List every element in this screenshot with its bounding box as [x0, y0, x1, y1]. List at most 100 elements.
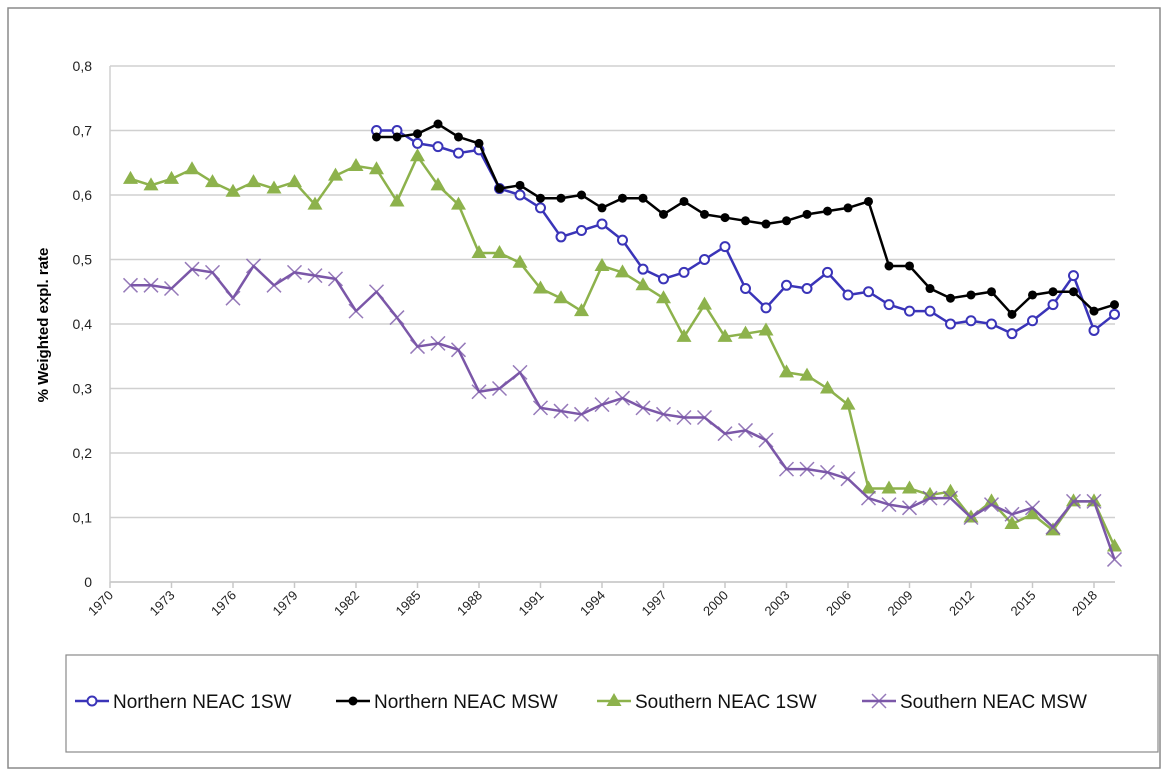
data-point: [392, 132, 402, 142]
data-point: [245, 258, 262, 274]
data-point: [843, 203, 853, 213]
data-point: [1088, 324, 1100, 336]
data-point: [902, 480, 917, 494]
data-point: [536, 193, 545, 203]
y-tick-label: 0,2: [73, 445, 93, 461]
data-point: [738, 325, 753, 339]
data-point: [638, 193, 648, 203]
data-point: [945, 318, 956, 330]
data-point: [553, 403, 569, 419]
data-point: [1069, 287, 1078, 297]
data-point: [697, 296, 712, 310]
data-point: [1028, 290, 1037, 300]
legend-label: Northern NEAC MSW: [374, 692, 558, 713]
data-point: [883, 299, 895, 311]
data-point: [368, 284, 385, 300]
data-point: [328, 167, 343, 181]
data-point: [123, 170, 138, 184]
y-tick-label: 0,1: [73, 510, 93, 526]
data-point: [679, 196, 689, 206]
data-point: [225, 183, 241, 197]
y-tick-label: 0,8: [73, 58, 93, 74]
data-point: [717, 426, 733, 442]
data-point: [122, 277, 139, 293]
data-point: [597, 203, 607, 213]
data-point: [372, 132, 381, 142]
data-point: [740, 283, 751, 295]
data-point: [760, 302, 772, 314]
data-point: [451, 196, 466, 210]
data-point: [163, 280, 180, 297]
data-point: [1004, 515, 1020, 529]
data-point: [617, 234, 628, 246]
data-point: [737, 422, 754, 438]
data-point: [656, 290, 671, 304]
data-point: [164, 170, 179, 184]
data-point: [965, 315, 977, 327]
data-point: [573, 406, 590, 422]
data-point: [246, 174, 261, 188]
data-point: [925, 284, 935, 294]
data-point: [389, 310, 405, 326]
data-point: [986, 318, 997, 330]
data-point: [966, 290, 976, 300]
y-tick-label: 0,3: [73, 381, 93, 397]
data-point: [1110, 300, 1119, 310]
data-point: [1089, 306, 1099, 316]
data-point: [225, 290, 241, 306]
data-point: [1066, 493, 1081, 507]
data-point: [615, 264, 630, 278]
data-point: [348, 157, 364, 171]
legend-entry: Southern NEAC 1SW: [597, 692, 817, 713]
data-point: [618, 193, 627, 203]
data-point: [758, 432, 774, 448]
data-point: [514, 189, 526, 201]
data-point: [450, 342, 467, 358]
data-point: [389, 193, 405, 207]
data-point: [433, 119, 443, 129]
data-point: [1109, 308, 1120, 320]
data-point: [410, 148, 425, 162]
data-point: [512, 254, 528, 268]
data-point: [430, 335, 446, 351]
data-point: [577, 190, 586, 200]
data-point: [864, 196, 873, 206]
data-point: [1048, 287, 1058, 297]
data-point: [881, 480, 897, 494]
data-point: [637, 263, 649, 275]
data-point: [1068, 270, 1079, 282]
data-point: [963, 509, 979, 526]
data-point: [184, 161, 200, 175]
data-point: [678, 266, 690, 278]
data-point: [840, 471, 856, 487]
data-point: [801, 283, 813, 295]
data-point: [987, 287, 996, 297]
data-point: [699, 254, 710, 265]
data-point: [348, 303, 364, 319]
data-point: [307, 268, 323, 284]
data-point: [922, 490, 938, 506]
data-point: [823, 206, 832, 216]
data-point: [871, 693, 887, 709]
data-point: [205, 174, 220, 188]
data-point: [1045, 522, 1061, 536]
data-point: [1086, 493, 1102, 509]
data-point: [779, 364, 794, 378]
data-point: [1065, 493, 1082, 509]
legend-label: Southern NEAC 1SW: [635, 692, 817, 713]
data-point: [512, 364, 528, 380]
y-tick-label: 0: [84, 574, 92, 590]
data-point: [781, 279, 792, 291]
data-point: [860, 490, 877, 506]
data-point: [984, 493, 999, 507]
legend: Northern NEAC 1SW Northern NEAC MSW Southe…: [75, 692, 1087, 713]
data-point: [307, 196, 323, 210]
data-point: [676, 409, 692, 426]
legend-entry: Northern NEAC 1SW: [75, 692, 292, 713]
data-point: [576, 224, 587, 236]
data-point: [676, 328, 692, 342]
data-point: [820, 380, 835, 394]
data-point: [614, 390, 631, 406]
data-point: [432, 141, 444, 153]
